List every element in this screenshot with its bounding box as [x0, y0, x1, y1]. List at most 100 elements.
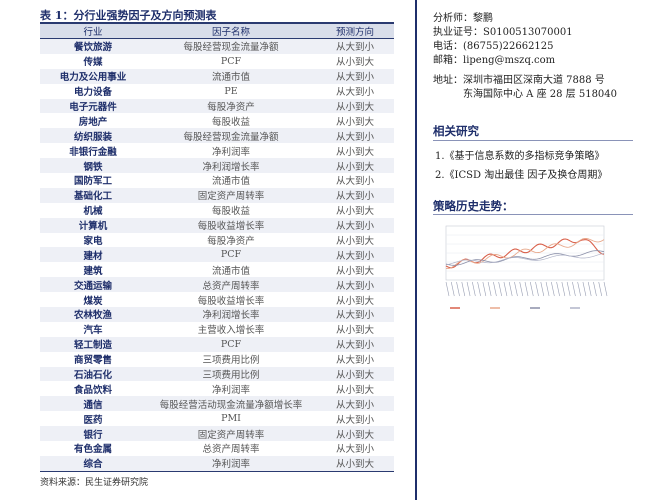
chart-x-tick	[477, 281, 481, 297]
table-row: 通信 每股经营活动现金流量净额增长率 从大到小	[40, 396, 394, 412]
table-row: 纺织服装 每股经营现金流量净额 从大到小	[40, 128, 394, 144]
table-row: 商贸零售 三项费用比例 从大到小	[40, 352, 394, 367]
table-row: 食品饮料 净利润率 从小到大	[40, 381, 394, 396]
chart-x-tick	[603, 281, 608, 297]
factor-cell: 每股净资产	[146, 98, 316, 114]
industry-cell: 餐饮旅游	[40, 38, 146, 54]
phone-label: 电话：	[433, 41, 463, 52]
industry-cell: 银行	[40, 426, 146, 442]
header-direction: 预测方向	[316, 24, 394, 39]
direction-cell: 从大到小	[316, 38, 394, 54]
table-row: 石油石化 三项费用比例 从小到大	[40, 366, 394, 382]
chart-x-tick	[529, 281, 534, 297]
table-row: 煤炭 每股收益增长率 从小到大	[40, 292, 394, 307]
factor-cell: 净利润增长率	[146, 307, 316, 322]
license-label: 执业证号：	[433, 27, 483, 38]
table-row: 传媒 PCF 从小到大	[40, 54, 394, 69]
factor-cell: 总资产周转率	[146, 277, 316, 293]
factor-table: 行业 因子名称 预测方向 餐饮旅游 每股经营现金流量净额 从大到小 传媒 PCF 从小到大…	[40, 24, 394, 472]
table-row: 机械 每股收益 从小到大	[40, 203, 394, 218]
direction-cell: 从小到大	[316, 366, 394, 382]
industry-cell: 综合	[40, 455, 146, 472]
industry-cell: 建筑	[83, 265, 103, 277]
chart-x-tick	[598, 281, 603, 297]
related-research-title: 相关研究	[433, 124, 479, 138]
table-row: 电子元器件 每股净资产 从小到大	[40, 98, 394, 114]
industry-cell: 建材	[40, 247, 146, 263]
table-row: 汽车 主营收入增长率 从小到大	[40, 322, 394, 337]
chart-x-tick	[572, 281, 576, 297]
header-factor: 因子名称	[146, 24, 316, 39]
chart-x-tick	[487, 281, 492, 297]
direction-cell: 从大到小	[316, 396, 394, 412]
direction-cell: 从小到大	[335, 295, 374, 307]
analyst-label: 分析师：	[433, 13, 473, 24]
chart-x-tick	[551, 281, 555, 297]
chart-x-tick	[472, 281, 476, 297]
strategy-chart	[436, 218, 611, 318]
industry-cell: 家电	[83, 236, 103, 248]
related-item-2[interactable]: 2.《ICSD 淘出最佳 因子及换仓周期》	[435, 170, 608, 181]
industry-cell: 机械	[83, 206, 103, 218]
factor-cell: 净利润率	[211, 384, 250, 396]
related-item-1[interactable]: 1.《基于信息系数的多指标竞争策略》	[435, 151, 605, 162]
chart-x-tick	[524, 281, 529, 297]
factor-cell: 每股净资产	[207, 236, 255, 248]
factor-cell: 每股收益增长率	[197, 295, 265, 307]
table-row: 建筑 流通市值 从小到大	[40, 262, 394, 277]
direction-cell: 从大到小	[316, 307, 394, 322]
table-row: 基础化工 固定资产周转率 从大到小	[40, 187, 394, 203]
chart-x-tick	[514, 281, 518, 297]
email-row: 邮箱：lipeng@mszq.com	[433, 51, 555, 66]
phone-row: 电话：(86755)22662125	[433, 37, 554, 52]
industry-cell: 轻工制造	[40, 336, 146, 352]
direction-cell: 从大到小	[335, 414, 374, 426]
industry-cell: 钢铁	[40, 158, 146, 174]
factor-cell: 净利润率	[211, 146, 250, 158]
direction-cell: 从大到小	[316, 247, 394, 263]
chart-x-tick	[556, 281, 560, 297]
email-address[interactable]: lipeng@mszq.com	[463, 55, 556, 66]
chart-x-tick	[519, 281, 524, 297]
industry-cell: 非银行金融	[69, 146, 117, 158]
chart-x-tick	[535, 281, 539, 297]
factor-cell: 净利润增长率	[146, 158, 316, 174]
chart-x-tick	[587, 281, 592, 297]
industry-cell: 农林牧渔	[40, 307, 146, 322]
table-row: 综合 净利润率 从小到大	[40, 455, 394, 472]
strategy-chart-svg	[445, 225, 608, 309]
direction-cell: 从大到小	[316, 68, 394, 84]
table-top-rule	[40, 22, 394, 24]
industry-cell: 汽车	[83, 325, 103, 337]
direction-cell: 从小到大	[335, 325, 374, 337]
industry-cell: 煤炭	[83, 295, 103, 307]
address-line2: 东海国际中心 A 座 28 层 518040	[463, 89, 618, 100]
table-row: 家电 每股净资产 从小到大	[40, 233, 394, 248]
table-source: 资料来源：民生证券研究院	[40, 478, 149, 488]
direction-cell: 从小到大	[335, 57, 374, 69]
direction-cell: 从小到大	[316, 455, 394, 472]
direction-cell: 从大到小	[335, 355, 374, 367]
factor-cell: 流通市值	[211, 176, 250, 188]
direction-cell: 从小到大	[316, 426, 394, 442]
industry-cell: 交通运输	[40, 277, 146, 293]
address-line1: 深圳市福田区深南大道 7888 号	[463, 75, 605, 86]
chart-x-tick	[540, 281, 545, 297]
chart-x-tick	[503, 281, 508, 297]
factor-cell: 三项费用比例	[146, 366, 316, 382]
factor-cell: PCF	[220, 55, 242, 67]
table-row: 电力设备 PE 从大到小	[40, 84, 394, 99]
chart-x-tick	[493, 281, 497, 297]
chart-x-tick	[582, 281, 587, 297]
chart-x-tick	[545, 281, 550, 297]
table-row: 餐饮旅游 每股经营现金流量净额 从大到小	[40, 38, 394, 54]
chart-x-tick	[566, 281, 571, 297]
industry-cell: 基础化工	[40, 187, 146, 203]
factor-cell: 每股收益	[211, 116, 250, 128]
strategy-series-line-4	[445, 252, 605, 266]
address-label: 地址：	[433, 75, 463, 86]
chart-x-tick	[461, 281, 466, 297]
factor-cell: 净利润率	[146, 455, 316, 472]
analyst-name: 黎鹏	[473, 13, 493, 24]
table-row: 交通运输 总资产周转率 从大到小	[40, 277, 394, 293]
